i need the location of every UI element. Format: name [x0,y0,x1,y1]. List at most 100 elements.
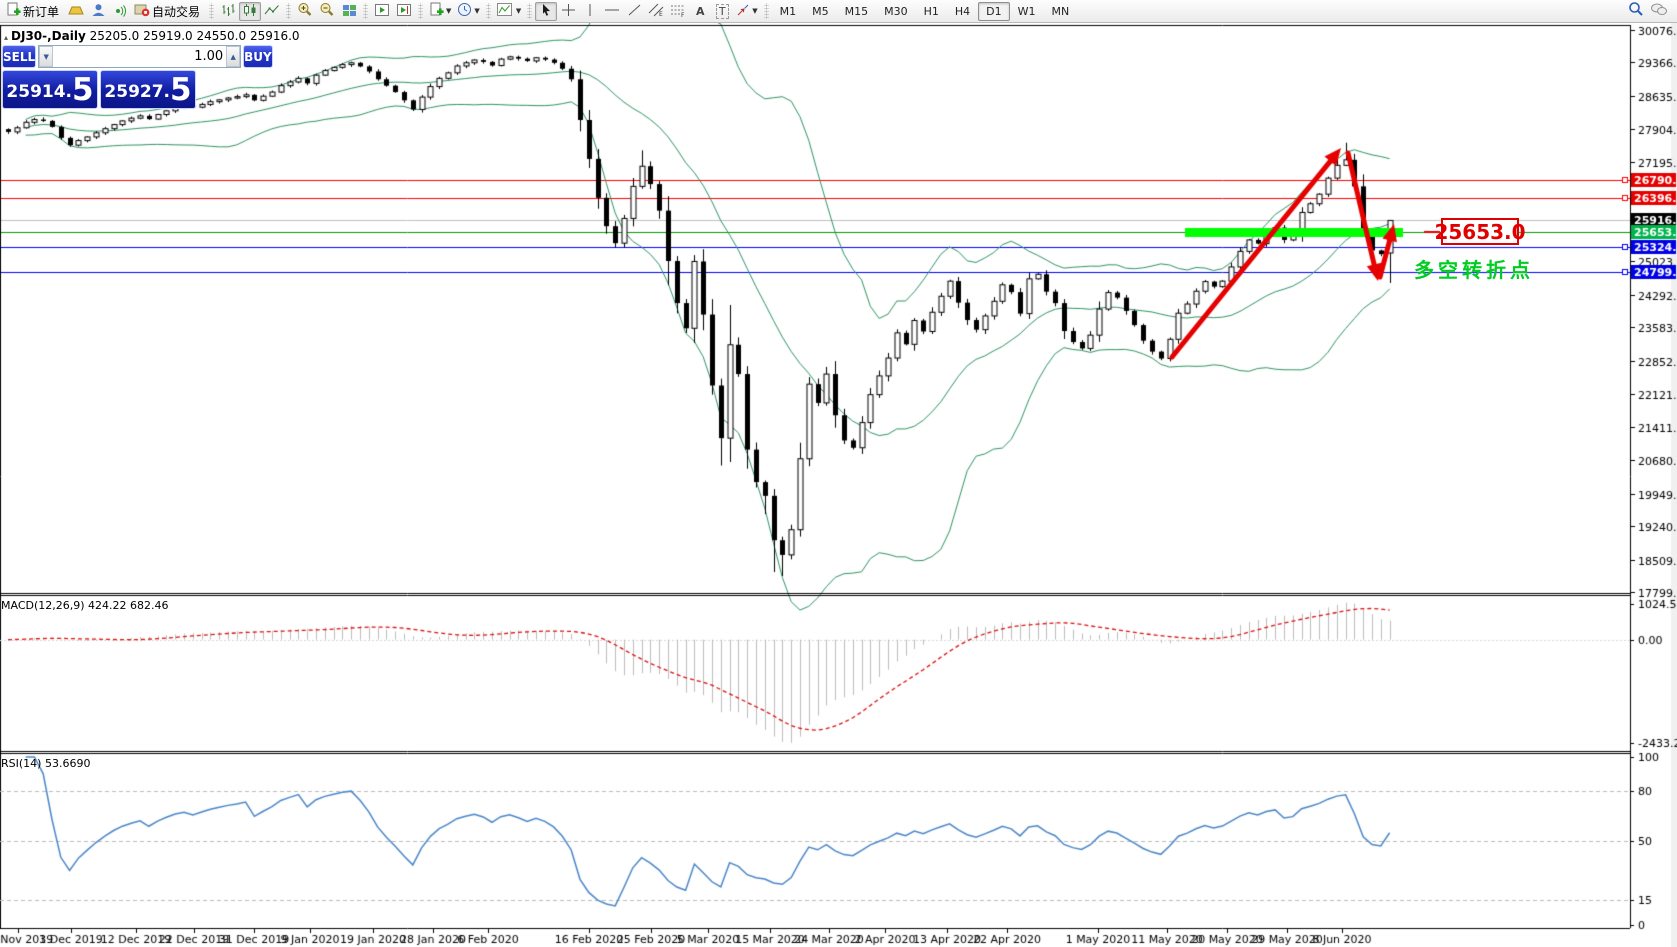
timeframe-m15-button[interactable]: M15 [844,4,869,18]
broadcast-button[interactable] [109,2,131,21]
timeframe-mn-button[interactable]: MN [1051,4,1070,18]
auto-arrange-button[interactable] [371,2,393,21]
toolbar-grip [485,3,491,19]
broadcast-icon [112,2,128,21]
macd-label: MACD(12,26,9) 424.22 682.46 [1,599,169,612]
tile-windows-button[interactable] [338,2,360,21]
price-callout-label: 25653.0 [1434,218,1526,245]
track-chart-button[interactable] [393,2,415,21]
crosshair-icon [561,2,576,21]
track-chart-icon [396,2,412,21]
chevron-down-icon: ▼ [474,7,480,15]
ingot-button[interactable] [65,2,87,21]
volume-input[interactable] [53,46,227,67]
chevron-down-icon: ▼ [515,7,522,15]
timeframe-m1-button[interactable]: M1 [779,4,797,18]
timeframe-h4-button[interactable]: H4 [954,4,971,18]
autotrade-icon [134,2,150,21]
ohlc-values: 25205.0 25919.0 24550.0 25916.0 [89,29,300,43]
autotrade-button[interactable]: 自动交易 [131,2,206,21]
search-button[interactable] [1625,2,1647,21]
fibonacci-tool-button[interactable]: F [667,2,689,21]
volume-stepper: ▼ ▲ [38,45,242,68]
buy-button[interactable]: BUY [243,45,273,68]
timeframe-h1-button[interactable]: H1 [923,4,939,18]
ingot-icon [68,2,84,21]
cursor-icon [540,2,552,21]
search-icon [1628,1,1644,21]
buy-price-big-digit: 5 [170,72,192,108]
channel-icon: E [648,2,664,21]
text-tool-button[interactable]: A [689,2,711,21]
svg-text:E: E [659,11,663,17]
new-order-button[interactable]: 新订单 [3,2,65,21]
text-tool-icon: A [695,4,705,18]
macd-values: 424.22 682.46 [88,599,169,612]
horizontal-line-icon [604,2,620,21]
chart-header: ▴ DJ30-,Daily 25205.0 25919.0 24550.0 259… [4,29,300,43]
vertical-line-tool-button[interactable] [579,2,601,21]
price-chart[interactable] [0,23,1677,947]
zoom-in-button[interactable] [294,2,316,21]
new-chart-button[interactable]: ▼ [426,2,454,21]
zoom-out-button[interactable] [316,2,338,21]
profile-icon [91,2,106,21]
cursor-tool-button[interactable] [535,1,558,21]
toolbar-grip [286,3,292,19]
timeframe-toolbar: M1 M5 M15 M30 H1 H4 D1 W1 MN [772,1,1078,21]
sell-button[interactable]: SELL [2,45,37,68]
indicators-button[interactable]: ▼ [494,2,524,21]
timeframe-w1-button[interactable]: W1 [1017,4,1036,18]
chat-icon [1650,2,1668,21]
channel-tool-button[interactable]: E [645,2,667,21]
timeframe-d1-button[interactable]: D1 [978,1,1010,21]
crosshair-tool-button[interactable] [557,2,579,21]
toolbar-right [1625,2,1671,21]
toolbar-grip [763,3,769,19]
main-toolbar: 新订单 自动交易 [0,0,1677,23]
toolbar-grip [527,3,533,19]
fibonacci-icon: F [670,2,686,21]
bar-chart-icon [220,2,236,21]
chat-button[interactable] [1647,2,1671,21]
indicators-icon [496,2,514,21]
sell-price-display[interactable]: 25914. 5 [2,70,98,109]
horizontal-line-tool-button[interactable] [601,2,623,21]
sell-price-main: 25914. [6,82,73,102]
autotrade-label: 自动交易 [152,4,201,19]
line-chart-button[interactable] [261,2,283,21]
rsi-label: RSI(14) 53.6690 [1,757,91,770]
volume-increase-button[interactable]: ▲ [226,46,241,67]
timeframe-m30-button[interactable]: M30 [884,4,908,18]
toolbar-grip [418,3,424,19]
new-chart-icon [429,2,444,21]
clock-icon [457,2,472,21]
trendline-tool-button[interactable] [623,2,645,21]
buy-price-display[interactable]: 25927. 5 [100,70,196,109]
auto-arrange-icon [374,2,390,21]
quick-trade-toggle-icon[interactable]: ▴ [4,33,9,42]
periods-button[interactable]: ▼ [454,2,482,21]
sell-price-big-digit: 5 [72,72,94,108]
tile-windows-icon [342,2,357,21]
candlestick-chart-icon [242,2,258,21]
buy-price-main: 25927. [104,82,171,102]
bar-chart-button[interactable] [217,2,239,21]
arrows-tool-button[interactable]: ▼ [733,2,760,21]
one-click-trading-panel: SELL ▼ ▲ BUY 25914.5 25927.5 [2,45,273,109]
candlestick-chart-button[interactable] [239,1,262,21]
profile-button[interactable] [87,2,109,21]
timeframe-m5-button[interactable]: M5 [812,4,829,18]
arrows-icon [736,2,750,21]
svg-text:F: F [681,12,685,17]
new-order-label: 新订单 [23,4,60,19]
toolbar-grip [363,3,369,19]
zoom-in-icon [297,2,313,21]
line-chart-icon [264,2,280,21]
label-tool-icon: T [715,3,729,19]
toolbar-grip [209,3,215,19]
new-order-icon [6,2,21,21]
label-tool-button[interactable]: T [711,2,733,21]
volume-decrease-button[interactable]: ▼ [39,46,54,67]
